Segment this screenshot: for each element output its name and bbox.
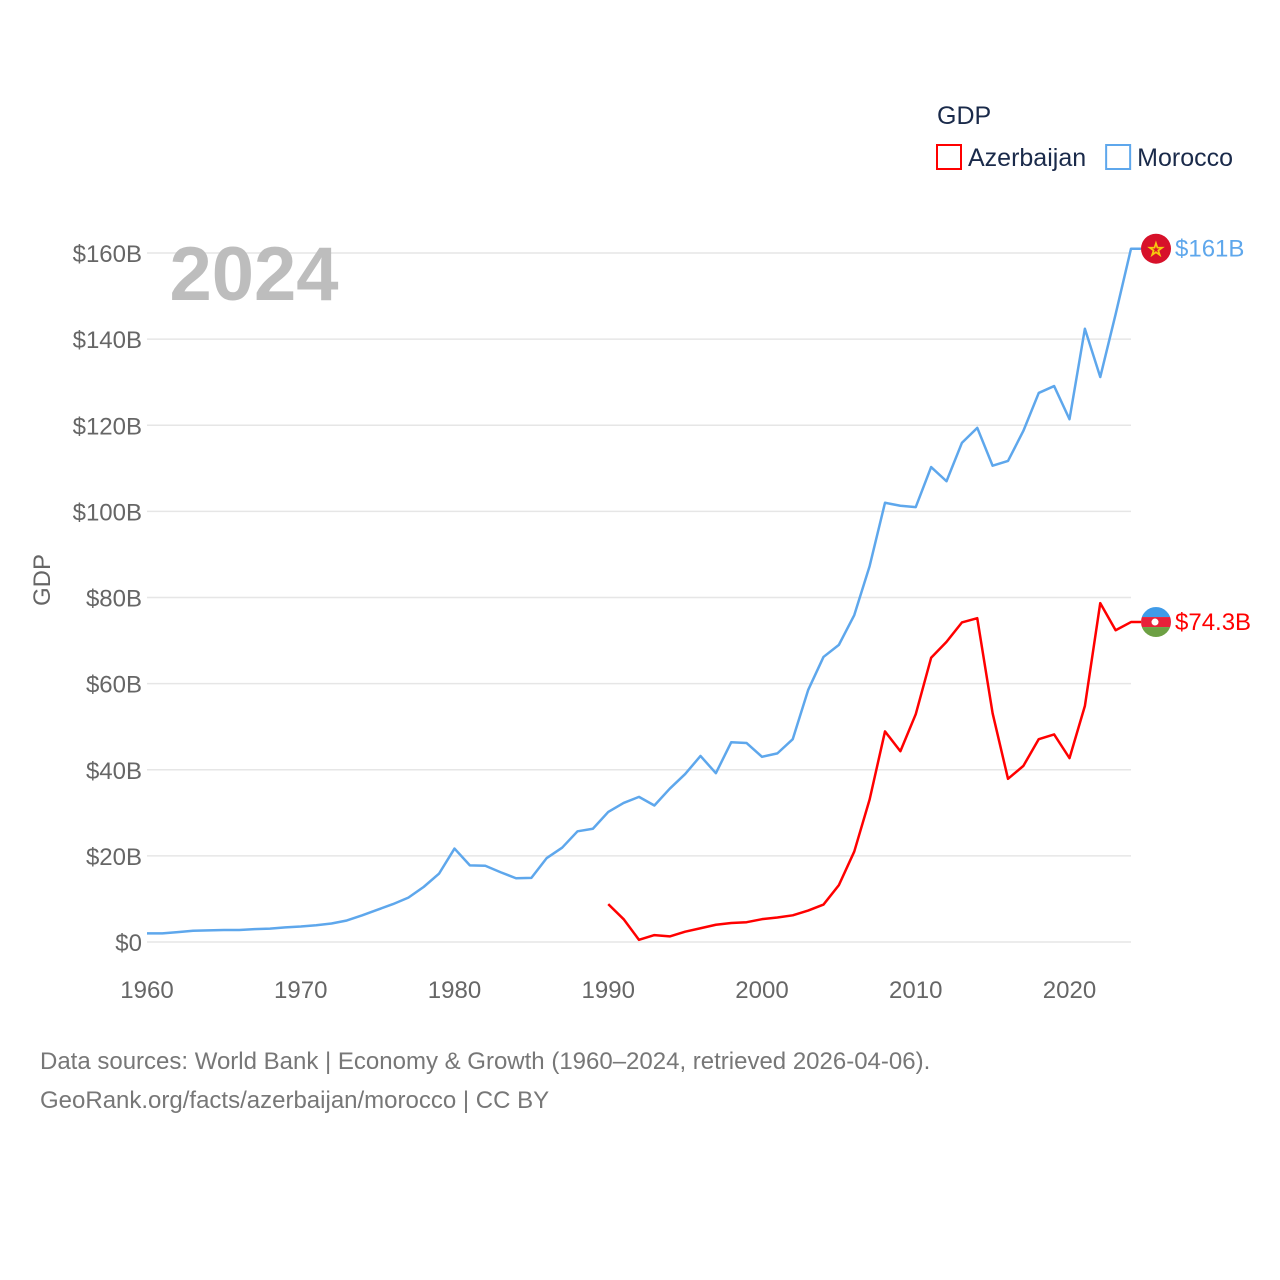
x-tick-label: 1970 bbox=[274, 977, 327, 1004]
x-tick-label: 2020 bbox=[1043, 977, 1096, 1004]
x-tick-label: 1960 bbox=[120, 977, 173, 1004]
x-axis-ticks: 1960 1970 1980 1990 2000 2010 2020 bbox=[120, 977, 1096, 1004]
x-tick-label: 1980 bbox=[428, 977, 481, 1004]
y-tick-label: $100B bbox=[73, 499, 142, 526]
legend-swatch-morocco bbox=[1105, 144, 1132, 170]
legend-swatch-azerbaijan bbox=[936, 144, 962, 170]
y-tick-label: $160B bbox=[73, 241, 142, 268]
gridlines bbox=[147, 252, 1131, 943]
legend-title: GDP bbox=[937, 102, 991, 130]
azerbaijan-flag-icon bbox=[1141, 607, 1171, 638]
series-line-morocco bbox=[147, 247, 1141, 935]
series-lines bbox=[147, 247, 1141, 942]
y-axis-ticks: $0 $20B $40B $60B $80B $100B $120B $140B $160B bbox=[73, 241, 142, 957]
legend-label-morocco: Morocco bbox=[1137, 144, 1233, 172]
y-axis-label: GDP bbox=[29, 554, 56, 606]
data-source-footer: Data sources: World Bank | Economy & Gro… bbox=[40, 1042, 930, 1120]
y-tick-label: $140B bbox=[73, 327, 142, 354]
flag-stripe-green bbox=[1141, 627, 1171, 638]
star-icon: ☆ bbox=[1148, 240, 1164, 260]
y-tick-label: $120B bbox=[73, 413, 142, 440]
footer-link[interactable]: GeoRank.org/facts/azerbaijan/morocco | C… bbox=[40, 1087, 550, 1114]
y-tick-label: $20B bbox=[86, 844, 142, 871]
x-tick-label: 1990 bbox=[582, 977, 635, 1004]
end-label-azerbaijan: $74.3B bbox=[1175, 609, 1251, 636]
morocco-flag-icon bbox=[1141, 233, 1171, 264]
x-tick-label: 2010 bbox=[889, 977, 942, 1004]
y-tick-label: $60B bbox=[86, 672, 142, 699]
y-tick-label: $80B bbox=[86, 586, 142, 613]
x-tick-label: 2000 bbox=[735, 977, 788, 1004]
end-label-morocco: $161B bbox=[1175, 236, 1244, 263]
legend-label-azerbaijan: Azerbaijan bbox=[968, 144, 1086, 172]
crescent-icon bbox=[1151, 618, 1159, 626]
flag-stripe-blue bbox=[1141, 607, 1171, 618]
end-labels: $74.3B ☆ $161B bbox=[1141, 233, 1251, 638]
legend: Azerbaijan Morocco bbox=[936, 144, 1233, 172]
y-tick-label: $40B bbox=[86, 758, 142, 785]
series-line-azerbaijan bbox=[607, 601, 1141, 942]
y-tick-label: $0 bbox=[115, 930, 142, 957]
year-watermark: 2024 bbox=[169, 232, 338, 317]
footer-source: Data sources: World Bank | Economy & Gro… bbox=[40, 1048, 931, 1075]
